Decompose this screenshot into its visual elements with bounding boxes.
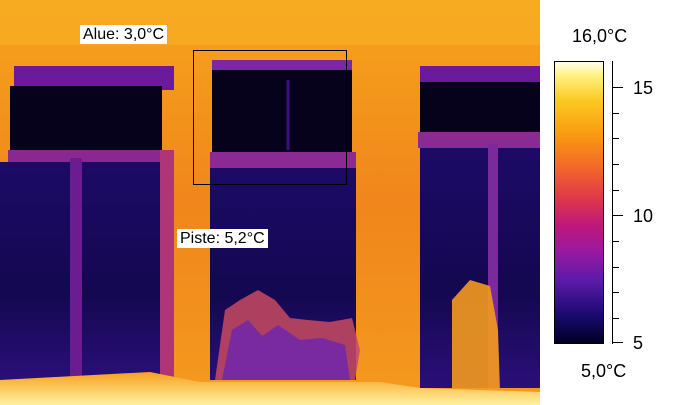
tick-5 bbox=[613, 342, 623, 343]
left-window bbox=[0, 66, 174, 380]
center-window bbox=[210, 60, 360, 380]
tick-minor bbox=[613, 241, 619, 242]
tick-label-5: 5 bbox=[633, 333, 644, 353]
scale-axis bbox=[612, 61, 624, 344]
area-temperature-label: Alue: 3,0°C bbox=[80, 25, 168, 44]
tick-minor bbox=[613, 267, 619, 268]
right-window bbox=[418, 66, 540, 390]
tick-minor bbox=[613, 292, 619, 293]
spot-temperature-label: Piste: 5,2°C bbox=[177, 229, 268, 248]
tick-label-15: 15 bbox=[633, 78, 654, 98]
tick-minor bbox=[613, 318, 619, 319]
measurement-area-box bbox=[193, 50, 347, 185]
tick-15 bbox=[613, 87, 623, 88]
scale-min-label: 5,0°C bbox=[581, 361, 627, 381]
scale-max-label: 16,0°C bbox=[572, 26, 628, 46]
thermal-image bbox=[0, 0, 540, 405]
temperature-colorbar bbox=[554, 61, 604, 344]
tick-minor bbox=[613, 190, 619, 191]
tick-minor bbox=[613, 113, 619, 114]
tick-minor bbox=[613, 164, 619, 165]
tick-10 bbox=[613, 215, 623, 216]
tick-label-10: 10 bbox=[633, 206, 654, 226]
tick-minor bbox=[613, 138, 619, 139]
